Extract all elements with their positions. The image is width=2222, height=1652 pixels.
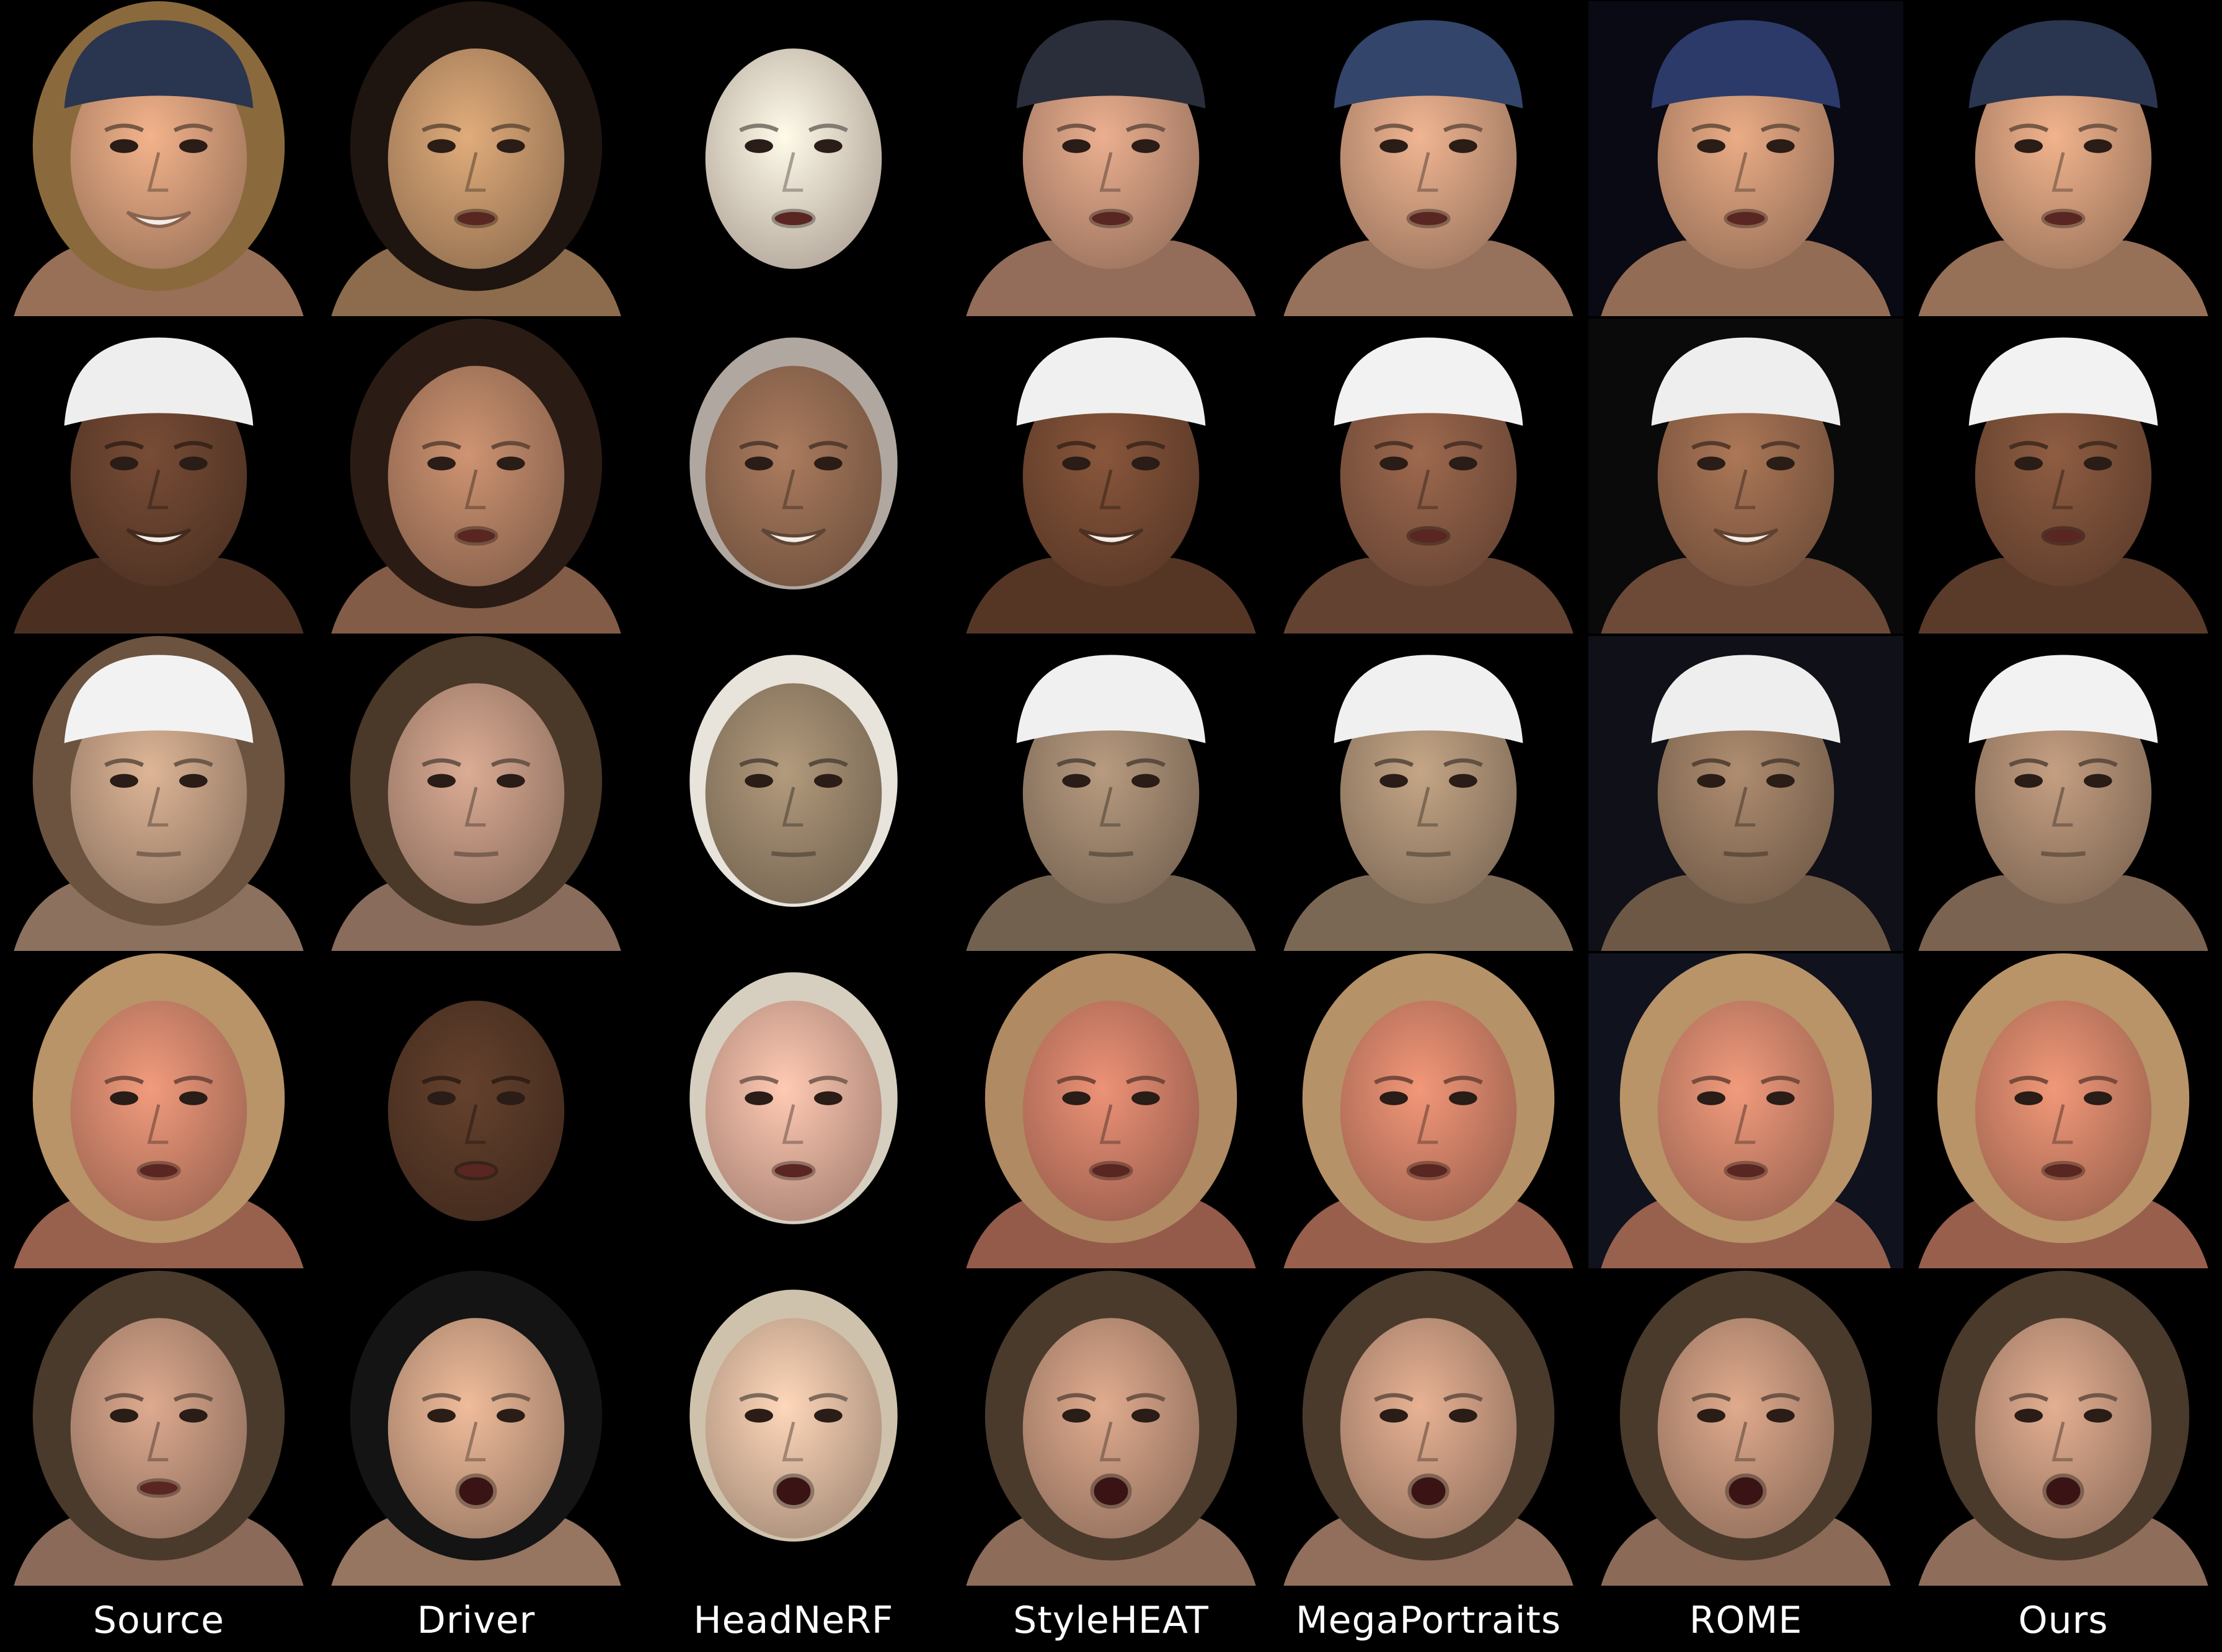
column-label-ours: Ours [2018,1599,2109,1642]
portrait-woman-brunette-source [1,1271,316,1586]
portrait-woman-brunette-headnerf [636,1271,951,1586]
portrait-man-white-cap-megaportraits [1271,319,1586,634]
portrait-woman-bandana-styleheat [954,1,1268,316]
portrait-woman-brunette-styleheat [954,1271,1268,1586]
portrait-man-tennis-cap-headnerf [636,636,951,951]
column-label-headnerf: HeadNeRF [693,1599,894,1642]
column-label-driver: Driver [417,1599,536,1642]
portrait-man-tennis-cap-megaportraits [1271,636,1586,951]
column-labels: Source Driver HeadNeRF StyleHEAT MegaPor… [0,1587,2222,1652]
portrait-woman-bandana-rome [1588,1,1903,316]
portrait-woman-brunette-driver [319,1271,634,1586]
column-label-styleheat: StyleHEAT [1013,1599,1209,1642]
portrait-woman-blonde-megaportraits [1271,953,1586,1268]
portrait-woman-blonde-ours [1906,953,2221,1268]
comparison-image-grid [1,1,2221,1586]
column-label-megaportraits: MegaPortraits [1295,1599,1562,1642]
portrait-man-white-cap-headnerf [636,319,951,634]
portrait-woman-blonde-styleheat [954,953,1268,1268]
portrait-woman-brunette-rome [1588,1271,1903,1586]
portrait-man-tennis-cap-ours [1906,636,2221,951]
portrait-man-tennis-cap-styleheat [954,636,1268,951]
portrait-woman-blonde-headnerf [636,953,951,1268]
column-label-source: Source [92,1599,225,1642]
portrait-woman-bandana-source [1,1,316,316]
portrait-woman-brunette-megaportraits [1271,1271,1586,1586]
portrait-man-white-cap-source [1,319,316,634]
portrait-man-white-cap-ours [1906,319,2221,634]
portrait-woman-blonde-rome [1588,953,1903,1268]
portrait-woman-bandana-ours [1906,1,2221,316]
column-label-rome: ROME [1689,1599,1803,1642]
portrait-woman-bandana-driver [319,1,634,316]
portrait-woman-brunette-ours [1906,1271,2221,1586]
portrait-man-tennis-cap-source [1,636,316,951]
portrait-man-white-cap-styleheat [954,319,1268,634]
portrait-man-tennis-cap-rome [1588,636,1903,951]
portrait-man-tennis-cap-driver [319,636,634,951]
portrait-man-white-cap-rome [1588,319,1903,634]
portrait-woman-blonde-driver [319,953,634,1268]
portrait-woman-bandana-megaportraits [1271,1,1586,316]
portrait-man-white-cap-driver [319,319,634,634]
portrait-woman-blonde-source [1,953,316,1268]
portrait-woman-bandana-headnerf [636,1,951,316]
